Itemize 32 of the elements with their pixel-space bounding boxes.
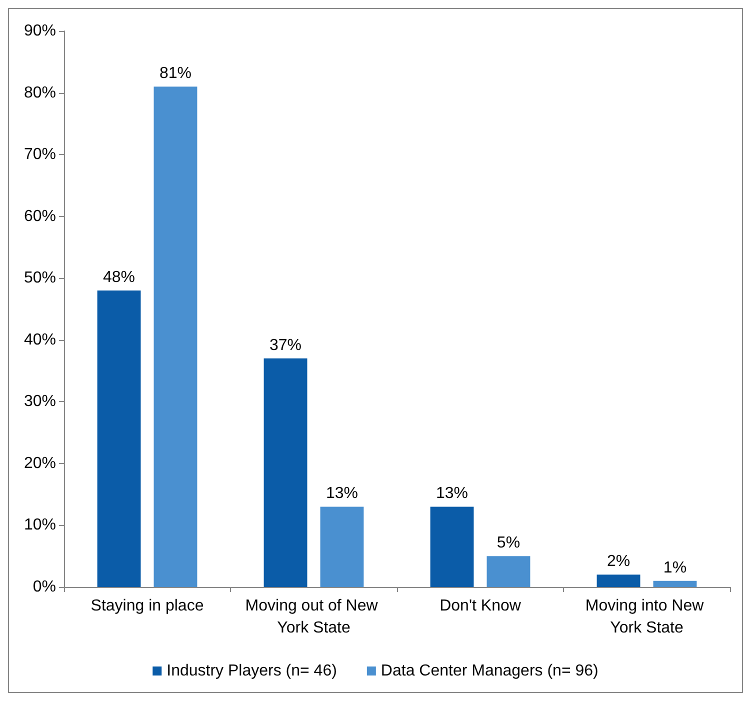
data-label: 13% [326, 485, 358, 502]
data-label: 48% [103, 268, 136, 286]
bar [596, 574, 640, 587]
data-label: 81% [159, 65, 192, 82]
bar [264, 358, 308, 587]
bar [653, 580, 697, 587]
data-label: 5% [496, 534, 520, 552]
data-label: 13% [436, 485, 468, 502]
bar [320, 506, 364, 587]
data-label: 1% [663, 559, 687, 576]
y-tick-label: 30% [24, 393, 56, 410]
y-tick-label: 50% [24, 270, 56, 287]
bar [486, 556, 530, 587]
y-tick-label: 70% [24, 146, 56, 164]
bar [97, 290, 141, 587]
y-tick-label: 90% [24, 22, 56, 40]
y-tick-label: 60% [24, 208, 56, 225]
y-tick-label: 0% [32, 578, 56, 596]
x-tick-label: Moving out of New York State [245, 598, 382, 636]
y-tick-label: 80% [24, 84, 56, 102]
y-tick-label: 10% [24, 516, 56, 534]
data-label: 2% [606, 553, 630, 570]
legend-label: Data Center Managers (n= 96) [380, 662, 598, 680]
x-tick-label: Don't Know [440, 598, 522, 614]
bar [154, 86, 198, 587]
y-tick-label: 40% [24, 331, 56, 348]
legend-label: Industry Players (n= 46) [166, 662, 337, 680]
data-label: 37% [270, 336, 302, 354]
x-tick-label: Staying in place [90, 598, 204, 614]
y-tick-label: 20% [24, 454, 56, 472]
bar [430, 506, 474, 587]
x-tick-label: Moving into New York State [585, 598, 708, 636]
